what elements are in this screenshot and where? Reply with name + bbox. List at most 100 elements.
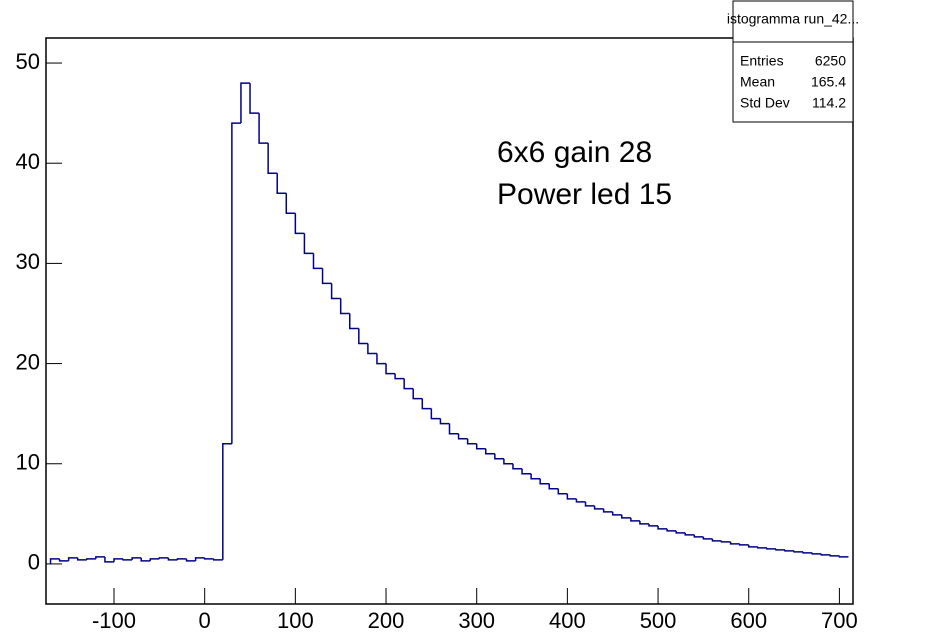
x-tick-label: -100 <box>92 608 136 633</box>
histogram-bin <box>584 501 595 507</box>
histogram-bin <box>194 557 205 561</box>
histogram-bin <box>367 343 377 355</box>
histogram-bin <box>258 113 269 144</box>
histogram-bin <box>648 523 659 527</box>
histogram-bin <box>167 557 178 561</box>
histogram-bin <box>566 493 577 500</box>
histogram-bin <box>593 505 604 510</box>
histogram-bin <box>176 558 187 560</box>
histogram-bin <box>104 556 115 563</box>
histogram-bin <box>503 458 513 465</box>
histogram-bin <box>95 556 105 559</box>
histogram-bin <box>738 543 749 546</box>
histogram-bin <box>602 508 613 513</box>
y-tick-label: 10 <box>16 450 40 475</box>
histogram-bin <box>267 143 278 174</box>
histogram-bin <box>720 540 731 543</box>
histogram-bin <box>811 552 822 555</box>
histogram-bin <box>385 363 396 375</box>
histogram-bin <box>321 268 332 285</box>
x-tick-label: 500 <box>640 608 677 633</box>
histogram-bin <box>203 557 214 560</box>
histogram-bin <box>158 557 169 559</box>
histogram-bin <box>140 557 151 562</box>
histogram-bin <box>829 554 840 557</box>
histogram-bin <box>212 558 223 561</box>
histogram-bin <box>675 530 686 534</box>
annotation: Power led 15 <box>497 178 672 211</box>
histogram-bin <box>766 547 776 550</box>
stats-value: 6250 <box>815 53 846 69</box>
histogram-bin <box>621 514 631 519</box>
histogram-bin <box>376 353 387 365</box>
histogram-bin <box>49 558 60 564</box>
x-tick-label: 400 <box>549 608 586 633</box>
histogram-bin <box>185 558 196 562</box>
histogram-bin <box>249 83 260 114</box>
histogram-bin <box>149 558 160 561</box>
histogram-bin <box>439 418 450 425</box>
histogram-bin <box>421 398 432 410</box>
histogram-bin <box>684 532 695 536</box>
histogram-bin <box>358 328 368 345</box>
histogram-bin <box>131 557 142 560</box>
histogram-bin <box>330 283 341 300</box>
histogram-bin <box>485 448 495 455</box>
histogram-bin <box>611 511 622 516</box>
histogram-bin <box>448 423 459 435</box>
annotations: 6x6 gain 28 Power led 15 <box>497 136 672 211</box>
stats-label: Entries <box>740 53 784 69</box>
histogram-bin <box>349 313 359 330</box>
histogram-bin <box>394 373 405 380</box>
histogram-bin <box>276 173 287 195</box>
histogram-bin <box>412 388 423 400</box>
histogram-bin <box>466 438 477 445</box>
histogram-bin <box>557 488 568 495</box>
histogram-bin <box>838 555 849 558</box>
histogram-bin <box>512 463 523 470</box>
histogram-bin <box>820 553 831 556</box>
histogram-bin <box>113 558 124 562</box>
histogram-bin <box>784 549 795 552</box>
histogram-bin <box>403 378 414 390</box>
x-tick-label: 100 <box>277 608 314 633</box>
histogram-bin <box>339 298 350 315</box>
stats-frame <box>732 0 854 123</box>
histogram-bin <box>793 550 804 553</box>
histogram-bin <box>457 433 468 440</box>
y-tick-label: 20 <box>16 349 40 374</box>
histogram-bin <box>285 193 296 215</box>
histogram-bin <box>548 483 559 490</box>
histogram-bin <box>747 544 758 548</box>
stats-label: Std Dev <box>740 95 790 111</box>
y-tick-label: 30 <box>16 249 40 274</box>
x-tick-label: 700 <box>821 608 858 633</box>
stats-title: istogramma run_42... <box>727 11 859 27</box>
y-tick-label: 0 <box>28 550 40 575</box>
stats-value: 165.4 <box>811 74 846 90</box>
histogram-bin <box>757 546 767 549</box>
annotation: 6x6 gain 28 <box>497 136 652 169</box>
histogram-bin <box>711 538 722 542</box>
histogram-bin <box>530 473 541 480</box>
histogram-bin <box>775 548 785 551</box>
histogram-bin <box>657 525 668 530</box>
histogram-bin <box>729 541 740 545</box>
histogram-bin <box>67 557 78 561</box>
x-tick-label: 300 <box>458 608 495 633</box>
stats-box: istogramma run_42... Entries 6250 Mean 1… <box>727 0 859 123</box>
histogram-bin <box>539 478 550 485</box>
x-tick-label: 0 <box>199 608 211 633</box>
histogram-bin <box>122 558 133 561</box>
histogram-bin <box>802 551 813 554</box>
x-tick-label: 200 <box>368 608 405 633</box>
histogram-bin <box>693 534 704 538</box>
histogram-bin <box>86 558 96 560</box>
histogram-bin <box>312 253 323 270</box>
histogram-bin <box>430 408 441 420</box>
histogram-bin <box>630 517 640 522</box>
stats-label: Mean <box>740 74 775 90</box>
y-tick-label: 40 <box>16 149 40 174</box>
histogram-bin <box>76 557 87 561</box>
